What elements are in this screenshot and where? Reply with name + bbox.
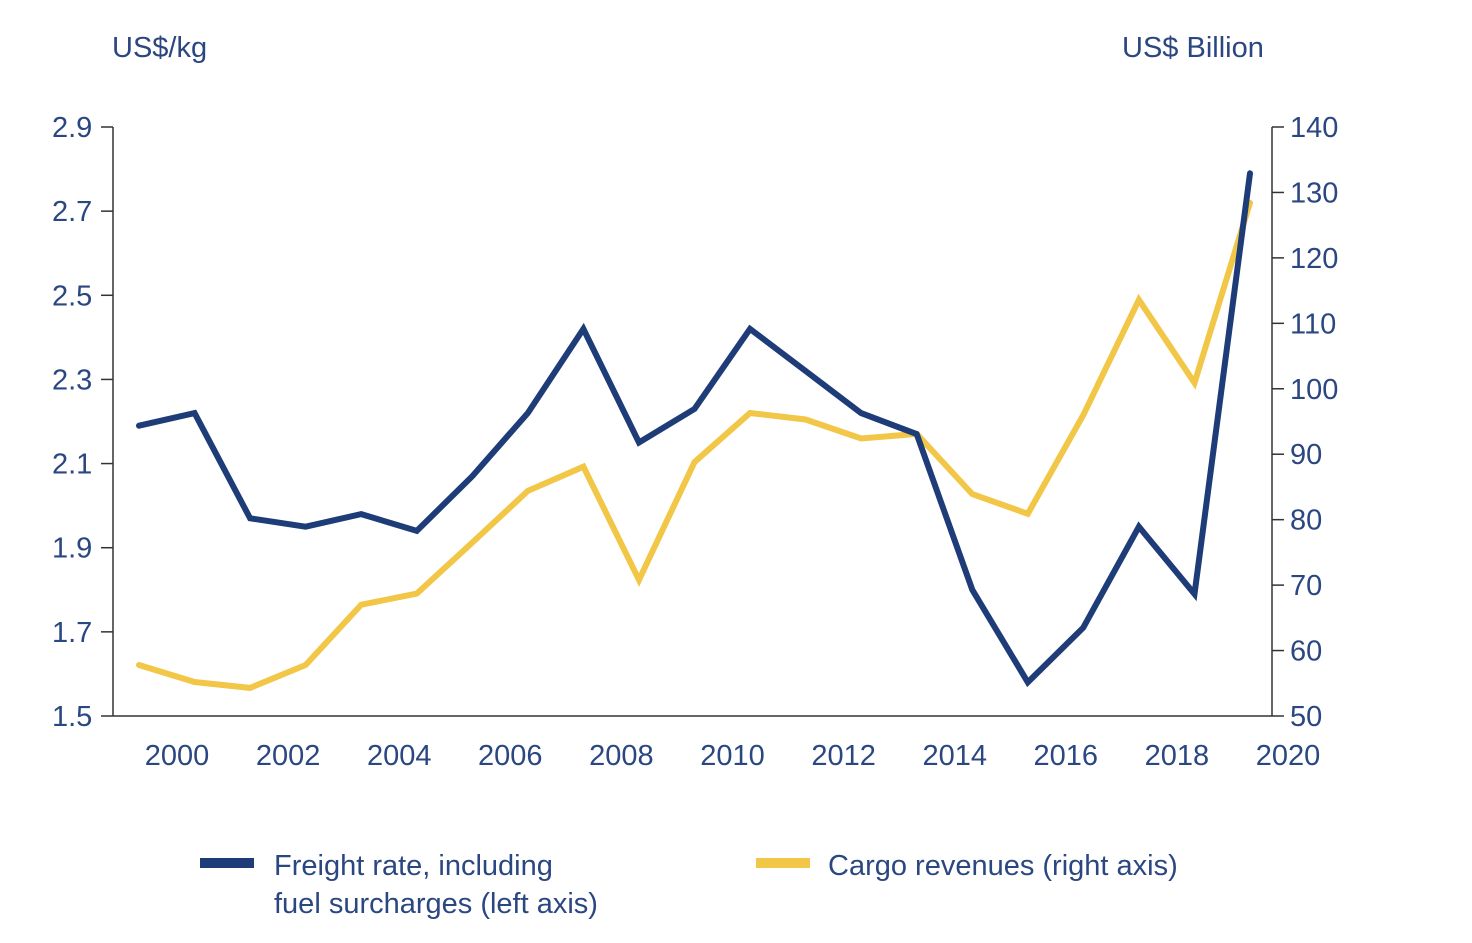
right-tick-label: 100 [1290,374,1338,406]
x-tick-label: 2010 [700,740,765,772]
legend-label: Freight rate, including [274,850,553,882]
x-tick-label: 2020 [1256,740,1321,772]
right-tick-label: 50 [1290,701,1322,733]
left-tick-label: 1.7 [52,617,92,649]
x-tick-label: 2004 [367,740,432,772]
right-tick-label: 90 [1290,439,1322,471]
left-axis-label: US$/kg [112,32,207,64]
right-tick-label: 140 [1290,112,1338,144]
series-line-freight-rate [139,173,1250,682]
legend-label: fuel surcharges (left axis) [274,888,598,920]
legend-label: Cargo revenues (right axis) [828,850,1178,882]
axes [101,127,1284,716]
right-axis-label: US$ Billion [1122,32,1264,64]
left-tick-label: 1.9 [52,533,92,565]
legend-swatch [200,858,254,868]
series-line-cargo-revenues [139,203,1250,688]
legend-swatch [756,858,810,868]
x-tick-label: 2012 [811,740,876,772]
tick-labels: 1.5 1.7 1.9 2.1 2.3 2.5 2.7 2.9 50 60 70 80 90 100 110… [52,112,1338,772]
left-tick-label: 2.7 [52,196,92,228]
x-tick-label: 2008 [589,740,654,772]
left-tick-label: 2.1 [52,449,92,481]
x-tick-label: 2016 [1034,740,1099,772]
right-tick-label: 60 [1290,636,1322,668]
x-tick-label: 2000 [145,740,210,772]
left-tick-label: 2.9 [52,112,92,144]
left-tick-label: 2.3 [52,364,92,396]
right-tick-label: 80 [1290,505,1322,537]
right-tick-label: 130 [1290,177,1338,209]
x-tick-label: 2006 [478,740,543,772]
right-tick-label: 110 [1290,308,1336,340]
right-tick-label: 120 [1290,243,1338,275]
left-tick-label: 2.5 [52,280,92,312]
legend: Freight rate, including fuel surcharges (… [200,850,1178,920]
x-tick-label: 2014 [922,740,987,772]
x-tick-label: 2002 [256,740,321,772]
right-tick-label: 70 [1290,570,1322,602]
series-lines [139,173,1250,688]
left-tick-label: 1.5 [52,701,92,733]
x-tick-label: 2018 [1145,740,1210,772]
